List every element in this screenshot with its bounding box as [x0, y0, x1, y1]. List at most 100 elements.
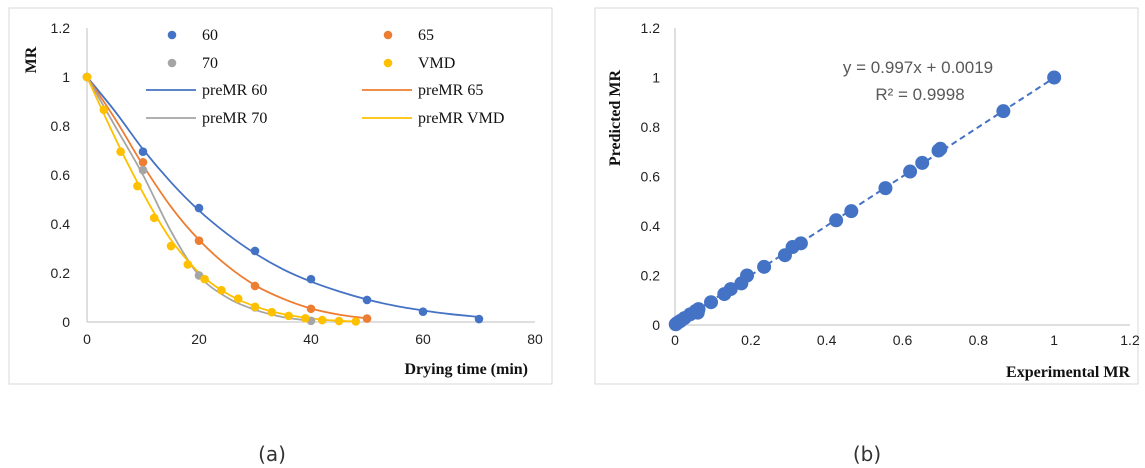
- legend-label-premr-vmd: preMR VMD: [418, 110, 504, 127]
- data-point: [829, 213, 844, 228]
- panel-a-frame: [8, 7, 553, 385]
- panel-a-label: (a): [258, 442, 286, 466]
- data-point: [723, 282, 738, 297]
- panel-a-legend: 60 65 70 VMD preMR 60 preMR 65 preMR 70 preMR V…: [146, 27, 504, 127]
- data-point-series-65: [250, 281, 260, 291]
- data-point: [903, 164, 918, 179]
- legend-label-70: 70: [202, 55, 218, 72]
- panel-b-xtick-label: 0: [671, 332, 679, 348]
- data-point: [844, 204, 859, 219]
- data-point-series-60: [474, 314, 484, 324]
- data-point-series-vmd: [116, 147, 125, 157]
- data-point-series-vmd: [217, 285, 226, 295]
- panel-a-ylabel: MR: [23, 46, 40, 73]
- panel-b-ytick-label: 0: [652, 317, 660, 333]
- data-point-series-60: [250, 246, 260, 256]
- data-point-series-60: [306, 274, 316, 284]
- panel-b-equation: y = 0.997x + 0.0019: [843, 58, 993, 77]
- panel-a-xtick-label: 60: [415, 331, 431, 347]
- data-point: [704, 295, 719, 310]
- panel-a-tick-labels: 0 20 40 60 80 0 0.2 0.4 0.6 0.8 1 1.2: [51, 20, 543, 347]
- panel-a-points: [82, 72, 484, 326]
- data-point-series-65: [362, 314, 372, 323]
- panel-b-ytick-label: 1: [652, 70, 660, 86]
- legend-label-premr-65: preMR 65: [418, 82, 483, 99]
- panel-b-axes: [674, 28, 1130, 326]
- panel-a-xtick-label: 40: [303, 331, 319, 347]
- data-point-series-vmd: [99, 105, 109, 115]
- panel-a-ytick-label: 0.4: [51, 216, 71, 232]
- data-point-series-vmd: [301, 314, 310, 323]
- data-point: [691, 302, 706, 317]
- data-point: [878, 181, 893, 196]
- panel-b-points: [668, 70, 1062, 332]
- panel-a-ytick-label: 0.8: [51, 118, 71, 134]
- data-point-series-vmd: [133, 181, 142, 191]
- panel-b-xtick-label: 0.2: [741, 332, 761, 348]
- panel-b-ytick-label: 0.2: [641, 268, 661, 284]
- legend-label-premr-70: preMR 70: [202, 110, 267, 127]
- data-point-series-65: [138, 157, 148, 167]
- panel-a-xtick-label: 0: [83, 331, 91, 347]
- legend-marker-60: [167, 30, 177, 40]
- panel-a-ytick-label: 1: [62, 69, 70, 85]
- data-point: [933, 141, 948, 156]
- panel-b-ylabel: Predicted MR: [607, 70, 624, 167]
- panel-b-xlabel: Experimental MR: [1006, 364, 1130, 381]
- legend-label-65: 65: [418, 27, 434, 44]
- data-point-series-60: [418, 307, 428, 317]
- data-point-series-60: [194, 203, 204, 213]
- panel-a-xtick-label: 80: [527, 331, 543, 347]
- data-point: [740, 268, 755, 283]
- data-point-series-vmd: [351, 317, 361, 326]
- data-point: [757, 259, 772, 274]
- data-point-series-vmd: [149, 213, 159, 223]
- data-point-series-60: [362, 295, 372, 305]
- panel-b-ytick-label: 0.4: [641, 218, 661, 234]
- data-point-series-vmd: [317, 315, 327, 325]
- data-point-series-vmd: [334, 316, 344, 326]
- data-point-series-60: [138, 147, 148, 157]
- data-point: [1047, 70, 1062, 85]
- panel-a: 0 20 40 60 80 0 0.2 0.4 0.6 0.8 1 1.2 60 65 70 VMD preM…: [8, 7, 553, 385]
- data-point: [996, 104, 1011, 119]
- panel-b-label: (b): [853, 442, 881, 466]
- panel-b-xtick-label: 1.2: [1120, 332, 1140, 348]
- legend-marker-70: [167, 58, 177, 68]
- panel-a-ytick-label: 1.2: [51, 20, 71, 36]
- data-point-series-vmd: [82, 72, 92, 82]
- panel-b-xtick-label: 0.4: [817, 332, 837, 348]
- panel-b-r2: R² = 0.9998: [875, 85, 964, 104]
- panel-b-xtick-label: 1: [1050, 332, 1058, 348]
- legend-marker-vmd: [383, 58, 393, 68]
- panel-b-xtick-label: 0.8: [969, 332, 989, 348]
- panel-a-xtick-label: 20: [191, 331, 207, 347]
- series-line-premr-65: [86, 76, 368, 320]
- data-point-series-vmd: [250, 302, 260, 312]
- panel-b-xtick-label: 0.6: [893, 332, 913, 348]
- panel-b-ytick-label: 1.2: [641, 20, 661, 36]
- data-point-series-vmd: [284, 311, 293, 321]
- data-point: [793, 236, 808, 251]
- data-point-series-vmd: [166, 241, 176, 251]
- data-point: [915, 155, 930, 170]
- panel-b-ytick-label: 0.8: [641, 119, 661, 135]
- legend-marker-65: [383, 30, 393, 40]
- data-point-series-vmd: [200, 274, 209, 284]
- panel-a-xlabel: Drying time (min): [404, 361, 528, 378]
- panel-b-ytick-label: 0.6: [641, 169, 661, 185]
- data-point-series-vmd: [233, 294, 243, 304]
- data-point-series-vmd: [183, 260, 193, 269]
- data-point-series-70: [138, 165, 148, 175]
- panel-a-ytick-label: 0.6: [51, 167, 71, 183]
- legend-label-vmd: VMD: [418, 55, 455, 72]
- data-point-series-vmd: [267, 307, 277, 317]
- data-point-series-65: [306, 304, 316, 314]
- series-line-premr-60: [86, 76, 480, 318]
- legend-label-premr-60: preMR 60: [202, 82, 267, 99]
- data-point-series-65: [194, 236, 204, 245]
- legend-label-60: 60: [202, 27, 218, 44]
- panel-b: 0 0.2 0.4 0.6 0.8 1 1.2 0 0.2 0.4 0.6 0.8 1 1.2 Predi…: [594, 7, 1140, 385]
- panel-a-ytick-label: 0.2: [51, 265, 71, 281]
- panel-b-tick-labels: 0 0.2 0.4 0.6 0.8 1 1.2 0 0.2 0.4 0.6 0.8 1 1.2: [641, 20, 1140, 348]
